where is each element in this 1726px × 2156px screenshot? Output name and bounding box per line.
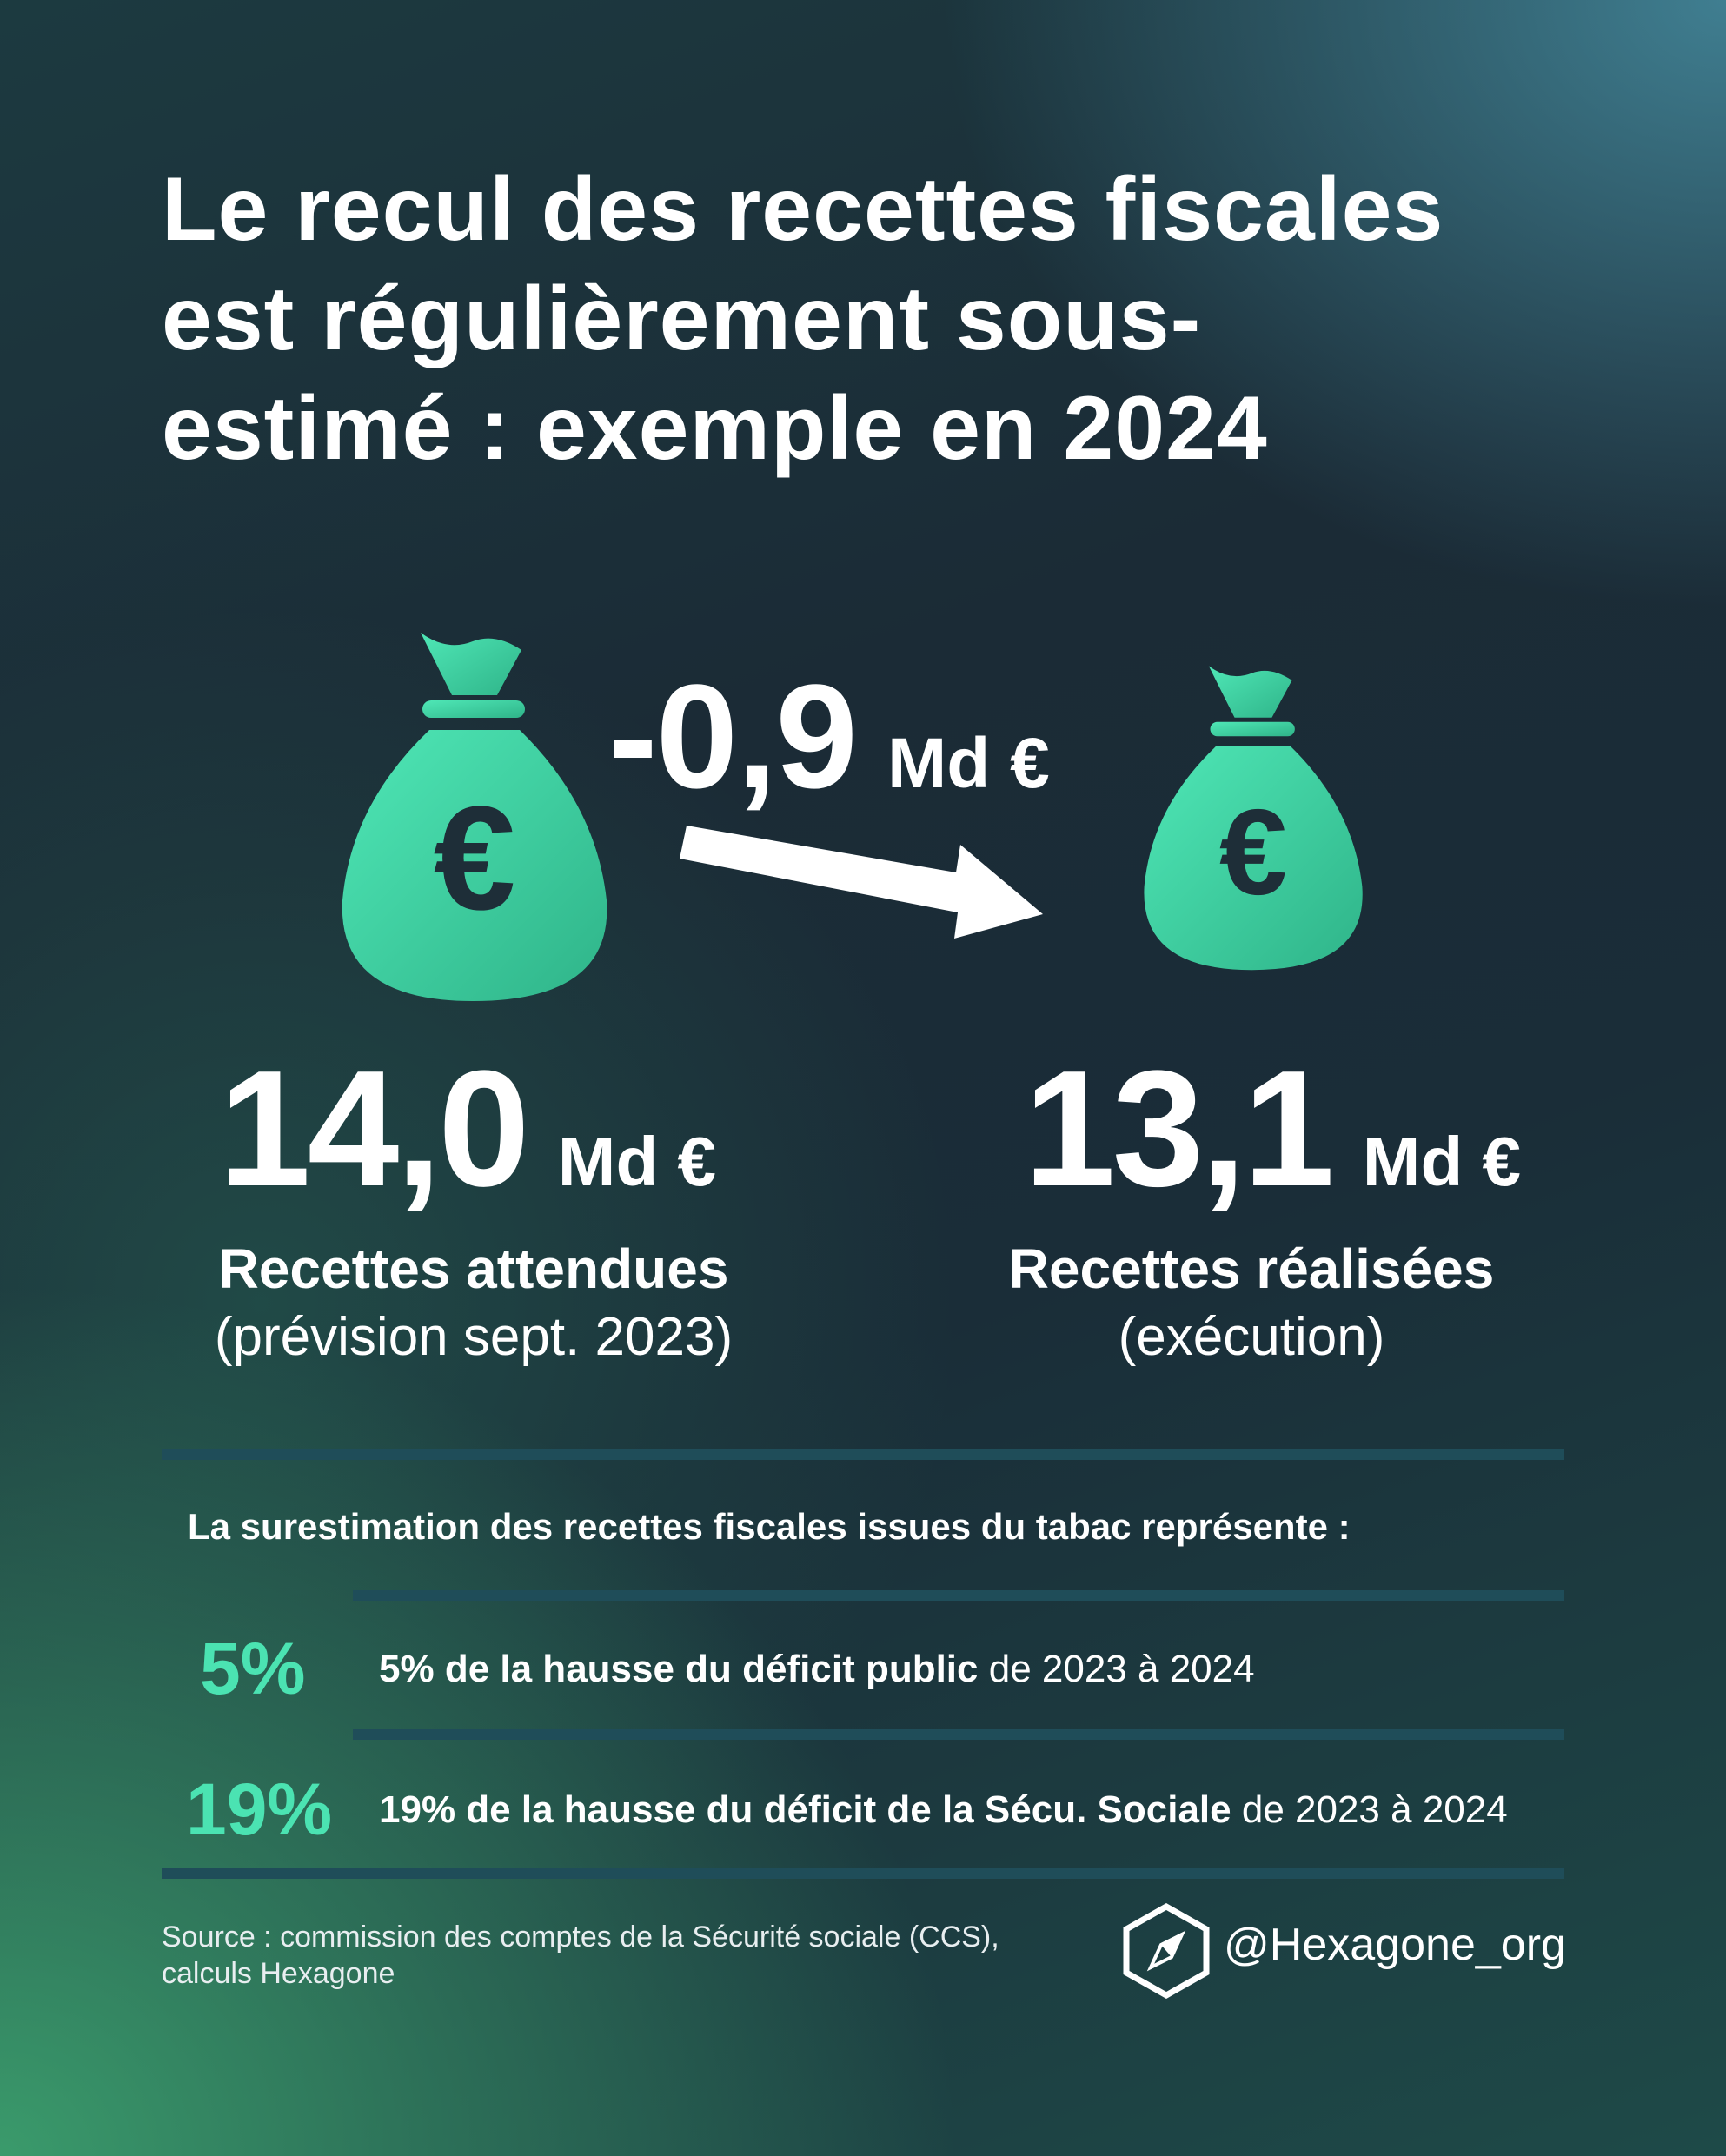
source-note: Source : commission des comptes de la Sé… bbox=[162, 1919, 999, 1992]
row-text-1-bold: 5% de la hausse du déficit public bbox=[379, 1648, 979, 1690]
row-percent-1: 5% bbox=[200, 1628, 306, 1709]
bag-symbol-right: € bbox=[1219, 784, 1287, 920]
divider bbox=[353, 1729, 1564, 1740]
divider bbox=[162, 1868, 1564, 1879]
row-text-1: 5% de la hausse du déficit public de 202… bbox=[379, 1648, 1255, 1691]
actual-value: 13,1 Md € bbox=[1024, 1034, 1521, 1224]
row-text-1-rest: de 2023 à 2024 bbox=[978, 1648, 1255, 1690]
arrow-right-down-icon bbox=[680, 826, 1043, 939]
expected-label: Recettes attendues (prévision sept. 2023… bbox=[139, 1234, 808, 1371]
difference-unit: Md € bbox=[886, 724, 1050, 803]
actual-number: 13,1 bbox=[1024, 1037, 1335, 1221]
title-line-1: Le recul des recettes fiscales bbox=[162, 159, 1444, 260]
row-text-2: 19% de la hausse du déficit de la Sécu. … bbox=[379, 1788, 1508, 1832]
row-text-2-bold: 19% de la hausse du déficit de la Sécu. … bbox=[379, 1788, 1231, 1831]
title-line-3: estimé : exemple en 2024 bbox=[162, 378, 1268, 479]
actual-label-sub: (exécution) bbox=[1118, 1307, 1385, 1367]
actual-label-main: Recettes réalisées bbox=[1008, 1237, 1495, 1300]
difference-number: -0,9 bbox=[608, 654, 858, 819]
money-bag-euro-icon: € bbox=[342, 633, 607, 1001]
divider bbox=[353, 1590, 1564, 1601]
expected-label-sub: (prévision sept. 2023) bbox=[214, 1307, 734, 1367]
hexagon-compass-logo bbox=[1123, 1903, 1210, 1999]
divider bbox=[162, 1449, 1564, 1460]
social-handle: @Hexagone_org bbox=[1224, 1920, 1566, 1970]
row-percent-2: 19% bbox=[186, 1768, 333, 1850]
expected-value: 14,0 Md € bbox=[219, 1034, 716, 1224]
expected-number: 14,0 bbox=[219, 1037, 530, 1221]
source-line-2: calculs Hexagone bbox=[162, 1957, 395, 1990]
expected-unit: Md € bbox=[557, 1123, 717, 1200]
row-text-2-rest: de 2023 à 2024 bbox=[1231, 1788, 1508, 1831]
bag-symbol-left: € bbox=[434, 776, 516, 941]
page-title: Le recul des recettes fiscales est régul… bbox=[162, 155, 1587, 483]
money-bag-euro-icon: € bbox=[1144, 666, 1363, 971]
actual-label: Recettes réalisées (exécution) bbox=[921, 1234, 1582, 1371]
expected-label-main: Recettes attendues bbox=[218, 1237, 729, 1300]
difference-value: -0,9 Md € bbox=[608, 652, 1050, 822]
intro-text: La surestimation des recettes fiscales i… bbox=[188, 1506, 1351, 1547]
title-line-2: est régulièrement sous- bbox=[162, 269, 1202, 369]
actual-unit: Md € bbox=[1362, 1123, 1522, 1200]
source-line-1: Source : commission des comptes de la Sé… bbox=[162, 1920, 999, 1954]
